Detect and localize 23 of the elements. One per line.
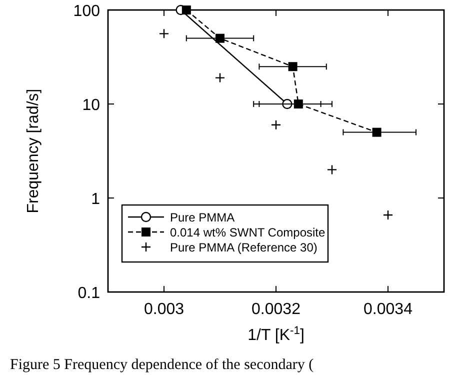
point xyxy=(288,62,298,72)
point xyxy=(294,100,303,108)
x-tick-label: 0.003 xyxy=(144,301,184,318)
legend-label: 0.014 wt% SWNT Composite xyxy=(170,226,326,240)
y-tick-label: 100 xyxy=(73,3,100,20)
point xyxy=(326,164,338,175)
point xyxy=(216,34,224,43)
y-tick-label: 0.1 xyxy=(78,285,100,302)
point xyxy=(382,210,394,220)
point xyxy=(372,128,382,137)
point xyxy=(270,120,282,130)
x-tick-label: 0.0034 xyxy=(364,301,413,318)
x-tick-label: 0.0032 xyxy=(252,301,301,318)
y-axis-title: Frequency [rad/s] xyxy=(25,88,42,214)
point xyxy=(214,72,226,83)
x-axis-title: 1/T [K$^{-1}$] xyxy=(248,325,304,344)
y-tick-label: 10 xyxy=(82,97,100,114)
legend-label: Pure PMMA (Reference 30) xyxy=(170,240,318,254)
caption: Figure 5 Frequency dependence of the secondary ( xyxy=(10,357,314,373)
y-tick-label: 1 xyxy=(91,191,100,208)
point xyxy=(182,6,191,14)
legend-label: Pure PMMA xyxy=(170,210,235,224)
point xyxy=(158,28,170,39)
